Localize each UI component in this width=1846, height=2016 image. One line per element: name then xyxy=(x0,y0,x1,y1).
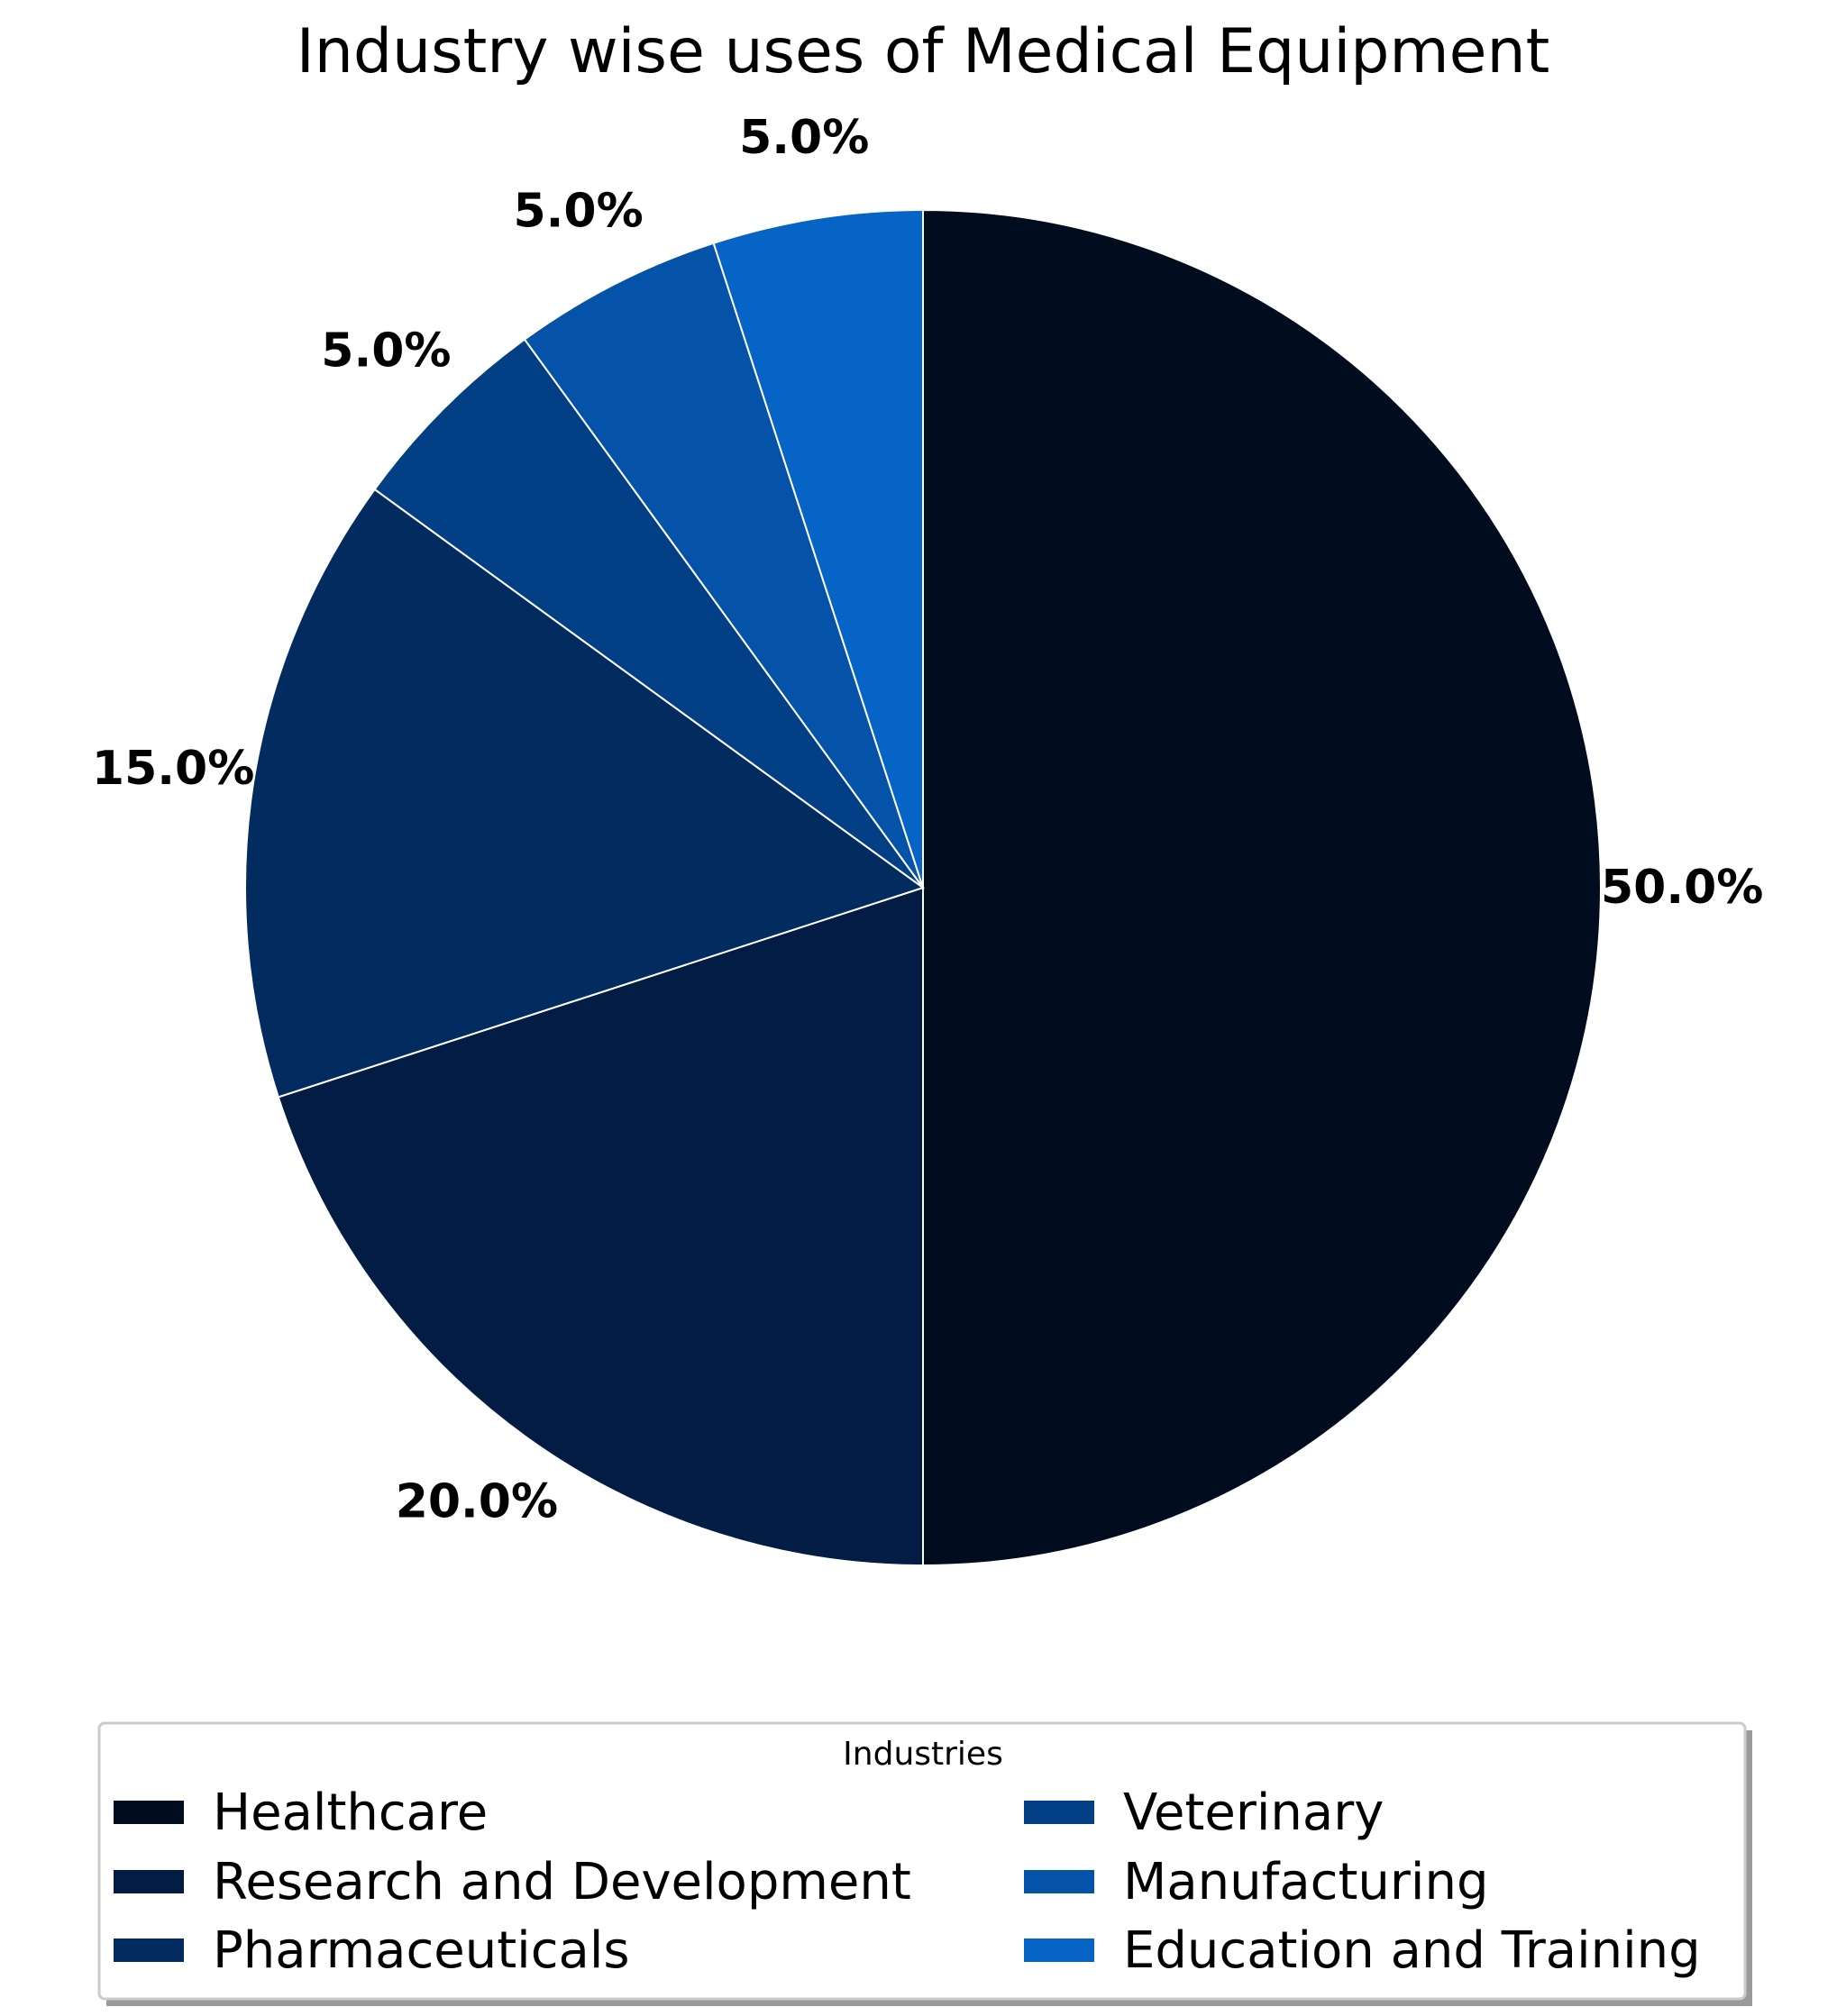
legend-label: Veterinary xyxy=(1123,1783,1384,1842)
legend-swatch xyxy=(114,1801,184,1824)
legend-item-pharmaceuticals: Pharmaceuticals xyxy=(114,1921,630,1980)
legend-label: Manufacturing xyxy=(1123,1853,1489,1911)
legend-item-healthcare: Healthcare xyxy=(114,1783,488,1842)
pie-slice-veterinary xyxy=(373,338,924,889)
legend-swatch xyxy=(1024,1801,1094,1824)
legend-label: Pharmaceuticals xyxy=(213,1921,630,1980)
percent-label-pharmaceuticals: 15.0% xyxy=(92,742,254,796)
legend-swatch xyxy=(1024,1870,1094,1893)
percent-label-healthcare: 50.0% xyxy=(1601,861,1763,915)
pie-slice-research-and-development xyxy=(277,886,924,1567)
legend-swatch xyxy=(114,1870,184,1893)
pie-slice-manufacturing xyxy=(523,242,924,889)
pie-slices xyxy=(244,208,1602,1567)
legend-label: Research and Development xyxy=(213,1853,911,1911)
pie-slice-pharmaceuticals xyxy=(244,488,926,1099)
legend-swatch xyxy=(1024,1938,1094,1962)
percent-label-manufacturing: 5.0% xyxy=(513,185,643,239)
legend-item-manufacturing: Manufacturing xyxy=(1024,1853,1489,1911)
legend-items: Healthcare Research and Development Pharma… xyxy=(114,1783,1701,1980)
legend-item-research-and-development: Research and Development xyxy=(114,1853,911,1911)
percent-label-education-and-training: 5.0% xyxy=(739,111,869,165)
legend-title: Industries xyxy=(843,1736,1003,1773)
pie-percent-labels: 50.0% 20.0% 15.0% 5.0% 5.0% 5.0% xyxy=(92,111,1764,1528)
legend: Industries Healthcare Research and Develo… xyxy=(97,1721,1752,2006)
pie-slice-healthcare xyxy=(922,208,1602,1567)
legend-item-education-and-training: Education and Training xyxy=(1024,1921,1701,1980)
legend-label: Education and Training xyxy=(1123,1921,1701,1980)
percent-label-research-and-development: 20.0% xyxy=(396,1474,558,1528)
legend-frame xyxy=(97,1721,1747,2001)
percent-label-veterinary: 5.0% xyxy=(321,324,451,378)
legend-item-veterinary: Veterinary xyxy=(1024,1783,1384,1842)
chart-title: Industry wise uses of Medical Equipment xyxy=(297,16,1550,87)
legend-swatch xyxy=(114,1938,184,1962)
pie-slice-education-and-training xyxy=(712,208,924,889)
legend-label: Healthcare xyxy=(213,1783,488,1842)
